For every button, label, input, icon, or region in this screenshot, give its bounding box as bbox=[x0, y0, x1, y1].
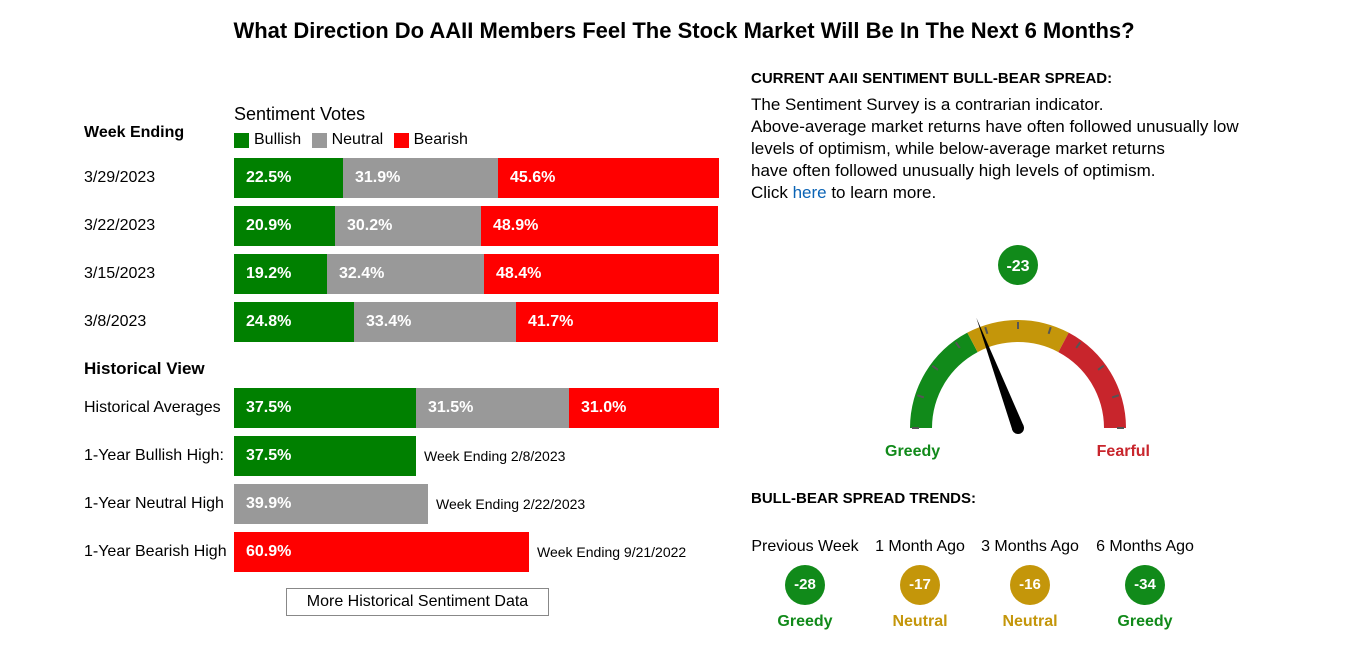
trends-heading: BULL-BEAR SPREAD TRENDS: bbox=[751, 490, 976, 507]
legend-bearish: Bearish bbox=[393, 131, 468, 149]
bullish-high-bar: 37.5% bbox=[234, 436, 416, 476]
bullish-segment: 20.9% bbox=[234, 206, 335, 246]
gauge-ticks bbox=[912, 322, 1124, 429]
bearish-segment: 31.0% bbox=[569, 388, 719, 428]
bearish-segment: 48.9% bbox=[481, 206, 718, 246]
click-text: Click bbox=[751, 183, 793, 202]
trend-label: 6 Months Ago bbox=[1096, 538, 1194, 555]
bearish-high-value: 60.9% bbox=[234, 532, 529, 572]
legend-bullish: Bullish bbox=[234, 131, 301, 149]
neutral-segment: 30.2% bbox=[335, 206, 481, 246]
legend-neutral: Neutral bbox=[311, 131, 384, 149]
trend-3-months-ago: 3 Months Ago -16 Neutral bbox=[970, 538, 1090, 631]
week-label: 3/29/2023 bbox=[84, 169, 156, 186]
trend-label: 1 Month Ago bbox=[875, 538, 965, 555]
neutral-high-note: Week Ending 2/22/2023 bbox=[436, 496, 586, 512]
learn-more-link[interactable]: here bbox=[792, 183, 827, 202]
legend-neutral-label: Neutral bbox=[331, 131, 384, 148]
trend-value-badge: -16 bbox=[1010, 565, 1050, 605]
historical-averages-bar: 37.5% 31.5% 31.0% bbox=[234, 388, 719, 428]
bullish-swatch bbox=[234, 132, 249, 148]
bearish-high-label: 1-Year Bearish High bbox=[84, 543, 227, 560]
trend-label: Previous Week bbox=[751, 538, 859, 555]
trend-label: 3 Months Ago bbox=[981, 538, 1079, 555]
bullish-segment: 22.5% bbox=[234, 158, 343, 198]
trend-6-months-ago: 6 Months Ago -34 Greedy bbox=[1085, 538, 1205, 631]
bullish-segment: 24.8% bbox=[234, 302, 354, 342]
learn-more-text: to learn more. bbox=[826, 183, 937, 202]
trend-value-badge: -17 bbox=[900, 565, 940, 605]
trend-status: Greedy bbox=[777, 613, 833, 630]
gauge-arc-neutral bbox=[967, 320, 1069, 353]
gauge-right-label: Fearful bbox=[1097, 443, 1150, 460]
description-line: Above-average market returns have often … bbox=[751, 117, 1239, 136]
trend-status: Greedy bbox=[1117, 613, 1173, 630]
gauge-left-label: Greedy bbox=[885, 443, 940, 460]
neutral-segment: 31.9% bbox=[343, 158, 498, 198]
bearish-segment: 45.6% bbox=[498, 158, 719, 198]
gauge-arc-fearful bbox=[1058, 332, 1126, 428]
legend-bearish-label: Bearish bbox=[413, 131, 468, 148]
sentiment-bar: 20.9% 30.2% 48.9% bbox=[234, 206, 719, 246]
legend: Bullish Neutral Bearish bbox=[234, 131, 474, 153]
week-label: 3/15/2023 bbox=[84, 265, 156, 282]
gauge-arcs bbox=[910, 320, 1126, 428]
neutral-high-value: 39.9% bbox=[234, 484, 428, 524]
bullish-high-value: 37.5% bbox=[234, 436, 416, 476]
trend-value-badge: -28 bbox=[785, 565, 825, 605]
historical-averages-label: Historical Averages bbox=[84, 399, 221, 416]
bearish-high-note: Week Ending 9/21/2022 bbox=[537, 544, 687, 560]
trend-value-badge: -34 bbox=[1125, 565, 1165, 605]
trend-1-month-ago: 1 Month Ago -17 Neutral bbox=[860, 538, 980, 631]
week-label: 3/8/2023 bbox=[84, 313, 147, 330]
sentiment-votes-label: Sentiment Votes bbox=[234, 104, 366, 124]
week-ending-heading: Week Ending bbox=[84, 124, 185, 141]
neutral-high-label: 1-Year Neutral High bbox=[84, 495, 224, 512]
week-label: 3/22/2023 bbox=[84, 217, 156, 234]
learn-more-line: Click here to learn more. bbox=[751, 182, 1331, 204]
gauge-tick bbox=[1075, 341, 1082, 349]
bearish-high-bar: 60.9% bbox=[234, 532, 529, 572]
page-title: What Direction Do AAII Members Feel The … bbox=[233, 18, 1135, 43]
gauge-tick bbox=[1097, 364, 1105, 371]
bullish-segment: 37.5% bbox=[234, 388, 416, 428]
bullish-segment: 19.2% bbox=[234, 254, 327, 294]
bearish-segment: 48.4% bbox=[484, 254, 719, 294]
description-line: have often followed unusually high level… bbox=[751, 161, 1156, 180]
trend-status: Neutral bbox=[1002, 613, 1058, 630]
sentiment-bar: 22.5% 31.9% 45.6% bbox=[234, 158, 719, 198]
bullish-high-note: Week Ending 2/8/2023 bbox=[424, 448, 566, 464]
neutral-swatch bbox=[311, 132, 327, 148]
gauge-tick bbox=[916, 394, 925, 399]
legend-bullish-label: Bullish bbox=[254, 131, 302, 148]
description-line: levels of optimism, while below-average … bbox=[751, 139, 1165, 158]
bearish-segment: 41.7% bbox=[516, 302, 718, 342]
bullish-high-label: 1-Year Bullish High: bbox=[84, 447, 224, 464]
trend-previous-week: Previous Week -28 Greedy bbox=[745, 538, 865, 631]
historical-view-heading: Historical View bbox=[84, 359, 205, 378]
spread-heading: CURRENT AAII SENTIMENT BULL-BEAR SPREAD: bbox=[751, 70, 1113, 87]
gauge-tick bbox=[984, 326, 989, 335]
sentiment-bar: 19.2% 32.4% 48.4% bbox=[234, 254, 719, 294]
gauge-needle bbox=[976, 317, 1024, 431]
gauge-arc-greedy bbox=[910, 332, 978, 428]
trend-status: Neutral bbox=[892, 613, 948, 630]
bearish-swatch bbox=[393, 132, 409, 148]
gauge-value-badge bbox=[998, 245, 1038, 285]
spread-gauge: -23 Greedy Fearful bbox=[885, 245, 1150, 460]
neutral-segment: 32.4% bbox=[327, 254, 484, 294]
neutral-high-bar: 39.9% bbox=[234, 484, 428, 524]
gauge-tick bbox=[1111, 394, 1120, 399]
sentiment-bar: 24.8% 33.4% 41.7% bbox=[234, 302, 719, 342]
more-historical-data-button[interactable]: More Historical Sentiment Data bbox=[286, 588, 549, 616]
gauge-tick bbox=[1047, 326, 1052, 335]
gauge-hub bbox=[1012, 422, 1024, 434]
neutral-segment: 31.5% bbox=[416, 388, 569, 428]
gauge-tick bbox=[931, 364, 939, 371]
description-line: The Sentiment Survey is a contrarian ind… bbox=[751, 95, 1104, 114]
gauge-value: -23 bbox=[1006, 258, 1029, 275]
spread-description: The Sentiment Survey is a contrarian ind… bbox=[751, 94, 1331, 204]
neutral-segment: 33.4% bbox=[354, 302, 516, 342]
gauge-tick bbox=[954, 341, 961, 349]
